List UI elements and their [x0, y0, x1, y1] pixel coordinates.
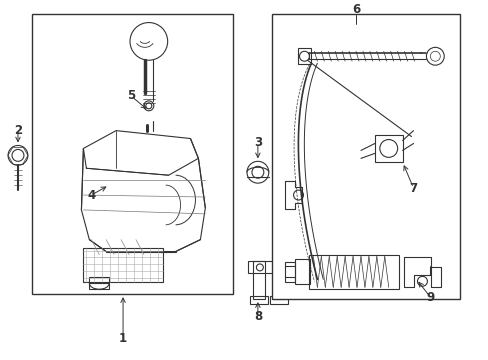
Text: 7: 7: [408, 181, 417, 195]
Text: 2: 2: [14, 124, 22, 137]
Text: 8: 8: [253, 310, 262, 324]
Text: 9: 9: [426, 291, 434, 303]
Bar: [83, 248, 163, 282]
Text: 5: 5: [126, 89, 135, 102]
Bar: [252, 261, 264, 299]
Bar: [249, 296, 267, 304]
Bar: [297, 48, 311, 64]
Text: 4: 4: [87, 189, 95, 202]
Bar: [374, 135, 402, 162]
Bar: [284, 262, 294, 282]
Text: 3: 3: [253, 136, 262, 149]
Bar: [247, 261, 289, 273]
Bar: [294, 260, 310, 284]
Bar: [272, 261, 284, 299]
Bar: [271, 14, 459, 299]
Bar: [32, 14, 233, 294]
Bar: [309, 255, 398, 289]
Bar: [89, 277, 109, 289]
Text: 6: 6: [351, 3, 360, 16]
Bar: [269, 296, 287, 304]
Text: 1: 1: [119, 332, 127, 345]
